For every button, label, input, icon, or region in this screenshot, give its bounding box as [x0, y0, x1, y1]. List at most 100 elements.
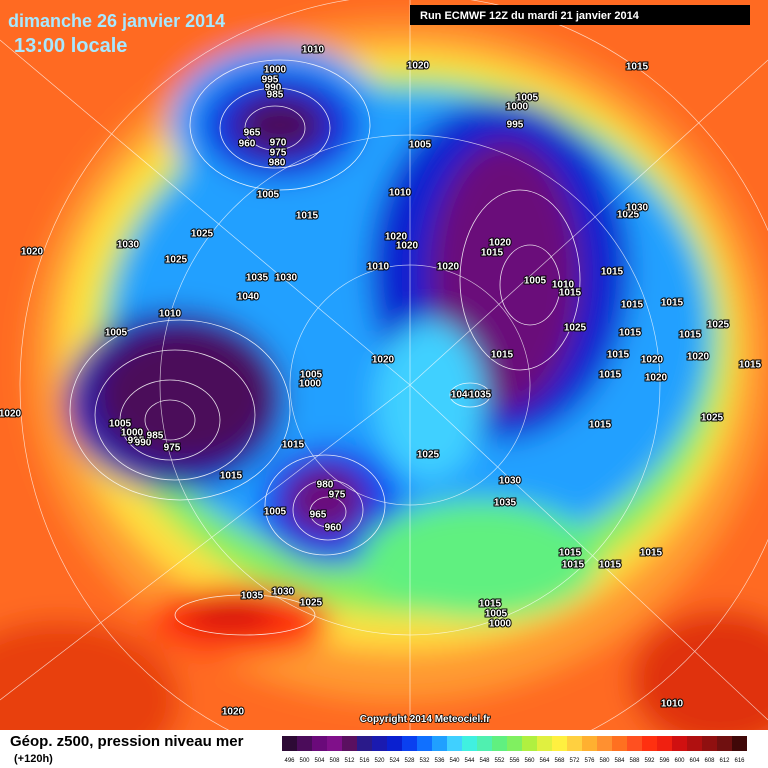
isobar-label: 1025	[701, 413, 724, 424]
scale-label: 572	[569, 758, 580, 764]
isobar-label: 1010	[552, 280, 575, 291]
isobar-label: 1020	[641, 355, 664, 366]
isobar-label: 1035	[241, 591, 264, 602]
isobar-label: 1025	[564, 323, 587, 334]
isobar-label: 1020	[489, 238, 512, 249]
isobar-label: 985	[147, 431, 164, 442]
scale-label: 548	[479, 758, 490, 764]
scale-swatch	[627, 736, 642, 751]
scale-swatch	[567, 736, 582, 751]
scale-swatch	[342, 736, 357, 751]
isobar-label: 1015	[559, 288, 582, 299]
isobar-label: 1010	[302, 45, 325, 56]
scale-swatch	[612, 736, 627, 751]
isobar-label: 975	[164, 443, 181, 454]
isobar-label: 975	[270, 148, 287, 159]
isobar-label: 1025	[165, 255, 188, 266]
scale-label: 500	[299, 758, 310, 764]
isobar-label: 1015	[491, 350, 514, 361]
scale-label: 580	[599, 758, 610, 764]
scale-swatch	[462, 736, 477, 751]
scale-label: 496	[284, 758, 295, 764]
scale-swatch	[732, 736, 747, 751]
isobar-label: 1020	[21, 247, 44, 258]
isobar-label: 1015	[562, 560, 585, 571]
isobar-label: 1020	[0, 409, 22, 420]
scale-label: 540	[449, 758, 460, 764]
scale-label: 504	[314, 758, 325, 764]
lead-time: (+120h)	[14, 753, 53, 765]
isobar-label: 1000	[489, 619, 512, 630]
isobars	[69, 59, 581, 636]
scale-swatch	[492, 736, 507, 751]
isobar-label: 990	[135, 438, 152, 449]
scale-swatch	[672, 736, 687, 751]
isobar-label: 1000	[121, 428, 144, 439]
isobar-label: 1025	[417, 450, 440, 461]
isobar-label: 1025	[191, 229, 214, 240]
isobar-label: 1015	[621, 300, 644, 311]
isobar-label: 1020	[437, 262, 460, 273]
scale-label: 608	[704, 758, 715, 764]
isobar-label: 1020	[645, 373, 668, 384]
isobar-label: 1005	[485, 609, 508, 620]
isobar-label: 1010	[367, 262, 390, 273]
isobar-label: 1040	[237, 292, 260, 303]
scale-label: 524	[389, 758, 400, 764]
isobar-label: 1015	[282, 440, 305, 451]
scale-label: 512	[344, 758, 355, 764]
scale-swatch	[597, 736, 612, 751]
isobar-label: 1030	[499, 476, 522, 487]
isobar-label: 985	[267, 90, 284, 101]
isobar-label: 1005	[409, 140, 432, 151]
isobar-label: 1020	[407, 61, 430, 72]
isobar-label: 980	[317, 480, 334, 491]
isobar-label: 1015	[559, 548, 582, 559]
isobar-label: 965	[244, 128, 261, 139]
isobar-label: 1015	[661, 298, 684, 309]
isobar-label: 1030	[626, 203, 649, 214]
isobar-label: 1015	[626, 62, 649, 73]
scale-label: 560	[524, 758, 535, 764]
scale-swatch	[447, 736, 462, 751]
isobar-label: 1005	[524, 276, 547, 287]
isobar-label: 1015	[619, 328, 642, 339]
isobar-label: 980	[269, 158, 286, 169]
isobar-label: 1020	[222, 707, 245, 718]
isobar-label: 1025	[707, 320, 730, 331]
isobar-label: 1035	[246, 273, 269, 284]
scale-swatch	[717, 736, 732, 751]
scale-label: 568	[554, 758, 565, 764]
isobar-label: 1015	[679, 330, 702, 341]
run-info: Run ECMWF 12Z du mardi 21 janvier 2014	[420, 10, 640, 22]
scale-swatch	[537, 736, 552, 751]
scale-swatch	[432, 736, 447, 751]
isobar-label: 1035	[494, 498, 517, 509]
scale-swatch	[687, 736, 702, 751]
scale-swatch	[372, 736, 387, 751]
scale-swatch	[582, 736, 597, 751]
isobar-label: 960	[325, 523, 342, 534]
isobar-label: 1015	[607, 350, 630, 361]
isobar-label: 1030	[272, 587, 295, 598]
isobar-label: 1030	[275, 273, 298, 284]
isobar-label: 1005	[257, 190, 280, 201]
isobar-label: 995	[507, 120, 524, 131]
isobar-label: 1040	[451, 390, 474, 401]
scale-label: 528	[404, 758, 415, 764]
scale-swatch	[357, 736, 372, 751]
isobar-label: 1010	[389, 188, 412, 199]
isobar-label: 965	[310, 510, 327, 521]
scale-label: 588	[629, 758, 640, 764]
copyright: Copyright 2014 Meteociel.fr	[360, 714, 491, 725]
isobar-label: 1015	[640, 548, 663, 559]
isobar-label: 1005	[264, 507, 287, 518]
scale-swatch	[552, 736, 567, 751]
isobar-label: 995	[128, 436, 145, 447]
isobar-label: 1015	[599, 560, 622, 571]
scale-label: 552	[494, 758, 505, 764]
scale-label: 520	[374, 758, 385, 764]
scale-swatch	[387, 736, 402, 751]
